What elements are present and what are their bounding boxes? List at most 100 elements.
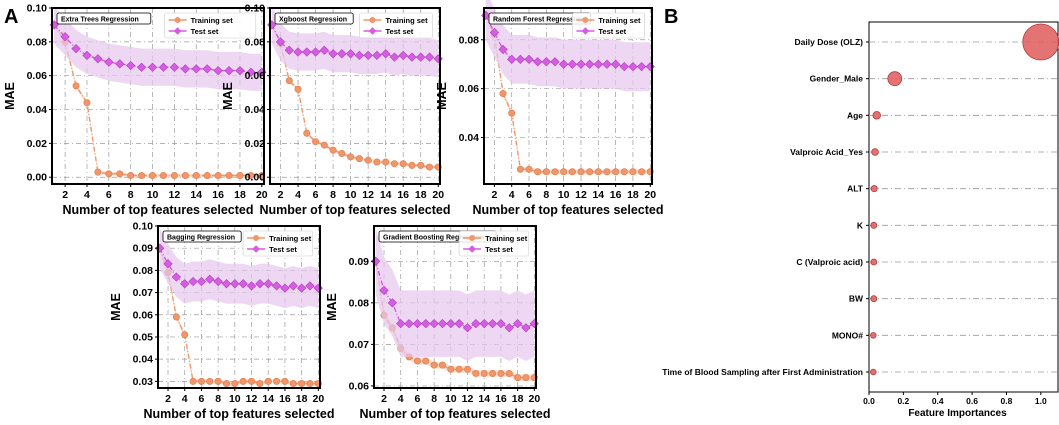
y-tick-label: 0.05: [133, 331, 154, 343]
x-tick-label: 12: [462, 393, 474, 405]
feature-label: MONO#: [832, 330, 863, 340]
x-axis-label: Number of top features selected: [143, 407, 334, 421]
y-tick-label: 0.04: [245, 104, 266, 116]
y-tick-label: 0.09: [133, 243, 154, 255]
train-point: [408, 161, 416, 169]
train-point: [127, 172, 135, 180]
train-point: [303, 129, 311, 137]
y-tick-label: 0.08: [245, 36, 266, 48]
x-tick-label: 16: [397, 189, 409, 201]
y-tick-label: 0.10: [245, 3, 266, 15]
train-point: [197, 377, 205, 385]
x-tick-label: 0.2: [897, 396, 909, 406]
test-point: [246, 67, 256, 77]
test-point: [504, 323, 514, 333]
x-tick-label: 6: [526, 189, 532, 201]
train-point: [522, 374, 530, 382]
test-point: [454, 318, 464, 329]
test-point: [550, 57, 560, 67]
test-point: [529, 318, 539, 329]
x-tick-label: 20: [432, 189, 444, 201]
test-point: [559, 59, 569, 69]
train-point: [413, 357, 421, 365]
series-band: [271, 6, 439, 78]
test-point: [305, 281, 315, 291]
test-point: [541, 57, 551, 67]
test-point: [169, 62, 180, 72]
train-point: [390, 160, 398, 168]
line-panel-1: 2 4 6 8 10 12 14 16 18 20 0.00 0.02 0.04 0.06 0.08 0.10…: [3, 3, 268, 218]
train-point: [489, 369, 497, 377]
panel-label-b: B: [664, 6, 678, 28]
x-tick-label: 6: [415, 393, 421, 405]
train-point: [181, 172, 189, 180]
train-point: [514, 374, 522, 382]
train-point: [236, 172, 244, 180]
test-point: [576, 59, 586, 69]
chart-title: Random Forest Regression: [493, 17, 584, 24]
train-point: [347, 153, 355, 161]
train-point: [355, 155, 363, 163]
test-point: [284, 45, 294, 55]
test-point: [136, 62, 147, 72]
legend-test-marker: [468, 245, 476, 253]
test-point: [221, 279, 232, 289]
importance-bubble: [870, 185, 878, 193]
legend-box: [359, 12, 433, 39]
test-point: [498, 44, 508, 55]
train-point: [225, 172, 233, 180]
y-tick-label: 0.09: [349, 256, 370, 268]
test-point: [387, 298, 397, 308]
test-point: [328, 49, 338, 59]
x-tick-label: 0.6: [966, 396, 978, 406]
x-tick-label: 2: [381, 393, 387, 405]
legend-train-marker: [582, 17, 589, 23]
x-tick-label: 12: [575, 189, 587, 201]
test-point: [60, 32, 70, 42]
y-axis-label: MAE: [3, 82, 17, 110]
train-point: [586, 168, 594, 176]
test-point: [224, 65, 234, 76]
legend-train-marker: [369, 17, 376, 23]
test-point: [126, 60, 136, 71]
test-point: [437, 318, 448, 329]
test-point: [479, 318, 489, 329]
test-point: [255, 279, 265, 289]
test-point: [636, 62, 647, 72]
train-point: [149, 172, 157, 180]
legend-test-label: Test set: [485, 245, 513, 254]
legend-box: [572, 12, 645, 39]
x-tick-label: 14: [190, 189, 202, 201]
x-tick-label: 16: [212, 189, 224, 201]
x-tick-label: 16: [279, 393, 291, 405]
importance-bubble: [870, 295, 878, 303]
train-point: [472, 369, 480, 377]
x-tick-label: 20: [644, 189, 656, 201]
legend-train-label: Training set: [191, 16, 234, 25]
importance-bubble: [870, 368, 877, 376]
test-point: [489, 27, 500, 38]
y-tick-label: 0.04: [133, 354, 154, 366]
plot-frame: [269, 7, 441, 185]
test-point: [593, 59, 603, 69]
x-tick-label: 10: [345, 189, 357, 201]
chart-title: Xgboost Regression: [279, 17, 347, 24]
train-point: [170, 172, 178, 180]
test-point: [345, 49, 356, 59]
test-point: [297, 283, 307, 293]
x-tick-label: 18: [296, 393, 308, 405]
legend-box: [164, 12, 257, 39]
train-point: [94, 168, 102, 176]
train-point: [181, 331, 189, 339]
test-point: [196, 276, 207, 287]
test-point: [513, 318, 523, 329]
test-point: [271, 281, 282, 291]
y-tick-label: 0.06: [349, 380, 370, 392]
x-tick-label: 10: [445, 393, 457, 405]
train-point: [422, 357, 430, 365]
train-point: [247, 172, 255, 180]
train-point: [430, 361, 438, 369]
train-point: [264, 377, 272, 385]
train-point: [382, 158, 390, 166]
test-point: [275, 37, 286, 47]
